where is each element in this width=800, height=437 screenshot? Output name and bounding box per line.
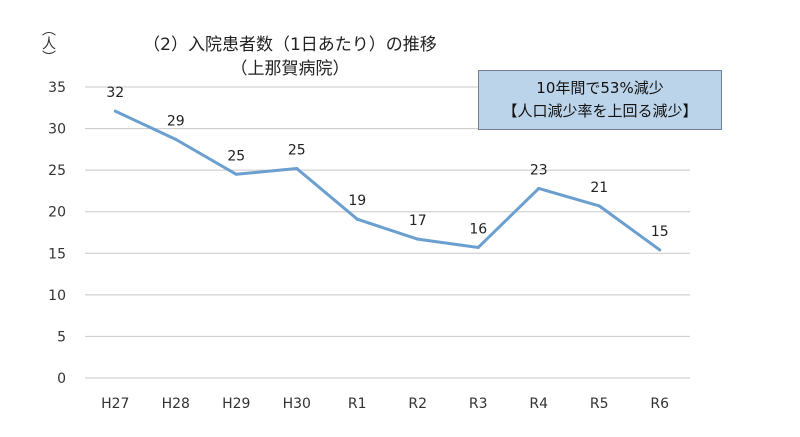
series-line xyxy=(114,109,661,252)
annotation-box: 10年間で53%減少 【人口減少率を上回る減少】 xyxy=(478,70,722,130)
data-point xyxy=(355,217,359,221)
data-point xyxy=(476,245,480,249)
data-label: 29 xyxy=(167,113,185,129)
x-tick-label: R6 xyxy=(650,396,669,412)
data-label: 32 xyxy=(106,85,124,101)
annotation-line-1: 10年間で53%減少 xyxy=(536,79,664,97)
data-point xyxy=(113,109,117,113)
data-point xyxy=(537,186,541,190)
y-axis-unit: （人） xyxy=(40,22,56,64)
x-tick-label: R4 xyxy=(529,396,548,412)
y-tick-label: 5 xyxy=(57,329,66,345)
data-point xyxy=(234,172,238,176)
data-label: 16 xyxy=(469,221,487,237)
data-label: 17 xyxy=(409,213,427,229)
x-tick-label: H30 xyxy=(283,396,311,412)
data-label: 23 xyxy=(530,162,548,178)
y-tick-label: 0 xyxy=(57,371,66,387)
x-tick-label: H29 xyxy=(222,396,250,412)
x-tick-label: H27 xyxy=(101,396,129,412)
y-tick-label: 30 xyxy=(48,122,66,138)
chart-title: （2）入院患者数（1日あたり）の推移 xyxy=(143,35,437,55)
data-label: 25 xyxy=(288,142,306,158)
y-tick-label: 15 xyxy=(48,246,66,262)
data-point xyxy=(295,166,299,170)
data-point xyxy=(174,137,178,141)
x-tick-label: H28 xyxy=(162,396,190,412)
data-label: 25 xyxy=(227,148,245,164)
x-tick-label: R3 xyxy=(469,396,488,412)
chart-subtitle: （上那賀病院） xyxy=(230,59,350,79)
x-tick-label: R2 xyxy=(408,396,427,412)
y-tick-label: 25 xyxy=(48,163,66,179)
data-point xyxy=(597,204,601,208)
data-point xyxy=(658,248,662,252)
data-label: 21 xyxy=(590,180,608,196)
y-tick-label: 20 xyxy=(48,205,66,221)
y-tick-label: 35 xyxy=(48,80,66,96)
x-tick-label: R1 xyxy=(348,396,367,412)
data-label: 19 xyxy=(348,193,366,209)
y-tick-label: 10 xyxy=(48,288,66,304)
annotation-line-2: 【人口減少率を上回る減少】 xyxy=(502,102,698,120)
data-point xyxy=(416,237,420,241)
data-label: 15 xyxy=(651,224,669,240)
x-tick-label: R5 xyxy=(590,396,609,412)
